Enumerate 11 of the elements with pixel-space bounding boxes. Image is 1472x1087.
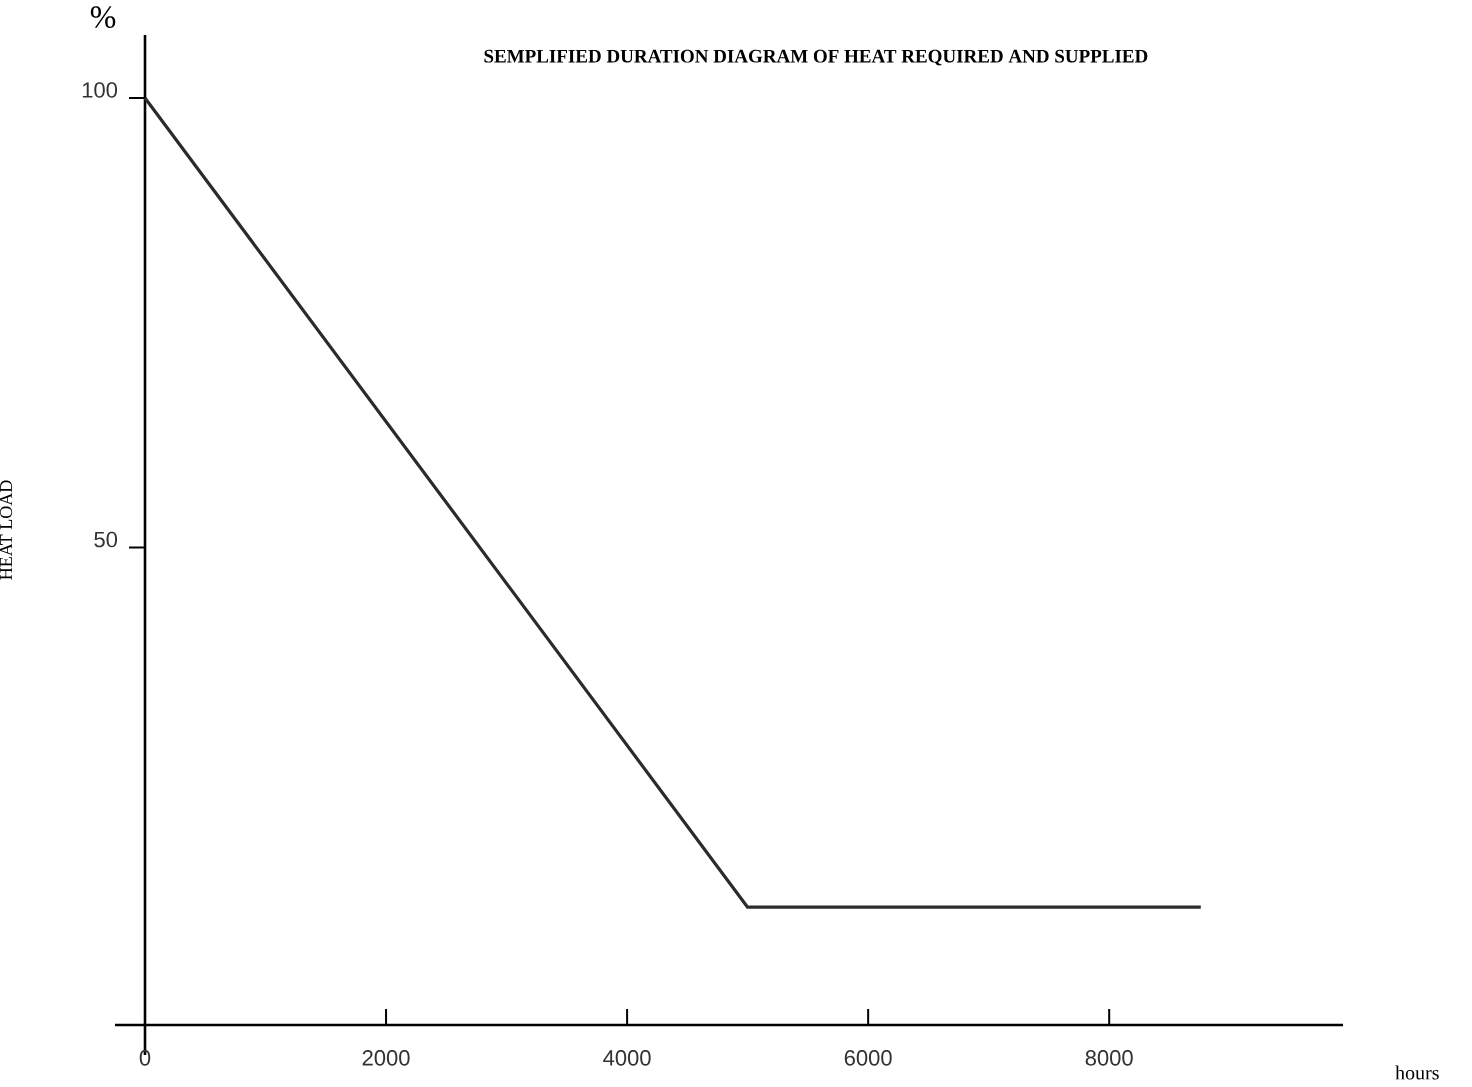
x-axis-title: hours: [1395, 1065, 1439, 1080]
y-tick-label: 50: [94, 531, 118, 548]
x-tick-label: 6000: [844, 1050, 892, 1066]
x-tick-label: 2000: [362, 1050, 410, 1066]
x-tick-label: 0: [139, 1050, 151, 1066]
x-tick-label: 8000: [1085, 1050, 1133, 1066]
text: %: [90, 6, 116, 28]
text: SEMPLIFIED DURATION DIAGRAM OF HEAT REQUIRED AND SUPPLIED: [484, 49, 1148, 66]
y-tick-label: 100: [82, 82, 118, 98]
y-axis-title: HEAT LOAD: [0, 480, 13, 580]
x-tick-label: 4000: [603, 1050, 651, 1066]
